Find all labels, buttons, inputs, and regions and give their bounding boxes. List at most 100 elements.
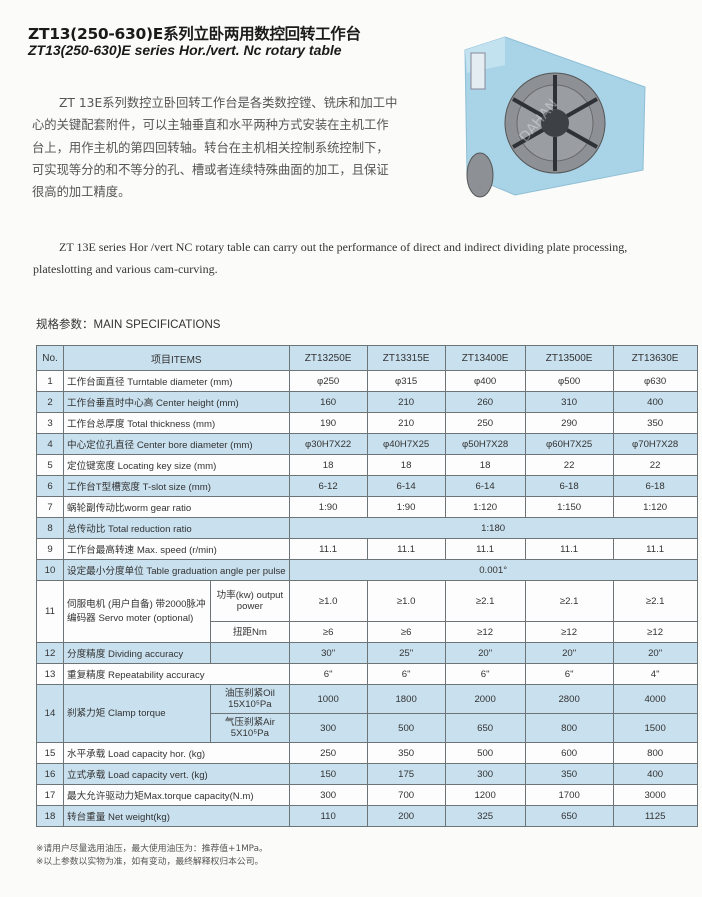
header-no: No.	[36, 345, 64, 371]
page-title-en: ZT13(250-630)E series Hor./vert. Nc rota…	[28, 42, 342, 58]
row-value: 18	[444, 454, 526, 476]
row-value: 1125	[612, 805, 698, 827]
row-value: 4000	[612, 684, 698, 714]
table-row: 气压刹紧Air 5X10⁵Pa 300 500 650 800 1500	[37, 713, 698, 743]
row-value: 6-18	[524, 475, 614, 497]
row-value: 3000	[612, 784, 698, 806]
row-sub-label: 扭距Nm	[210, 621, 290, 643]
row-number: 15	[36, 742, 64, 764]
table-row: 15 水平承载 Load capacity hor. (kg) 250 350 500 6…	[36, 742, 698, 764]
header-items: 项目ITEMS	[63, 345, 290, 371]
row-value: 210	[366, 412, 446, 434]
row-value: 6"	[444, 663, 526, 685]
row-value: 6"	[366, 663, 446, 685]
row-label: 定位键宽度 Locating key size (mm)	[63, 454, 290, 476]
row-value: 800	[612, 742, 698, 764]
row-value: 11.1	[366, 538, 446, 560]
row-number: 14	[36, 684, 64, 743]
header-model: ZT13630E	[612, 345, 698, 371]
row-label: 刹紧力矩 Clamp torque	[62, 684, 212, 743]
page-title-cn: ZT13(250-630)E系列立卧两用数控回转工作台	[28, 25, 361, 43]
row-number: 2	[36, 391, 64, 413]
row-value: φ500	[524, 370, 614, 392]
row-number: 12	[36, 642, 64, 664]
row-number: 3	[36, 412, 64, 434]
row-sub-label: 气压刹紧Air 5X10⁵Pa	[210, 713, 290, 743]
row-label: 水平承载 Load capacity hor. (kg)	[63, 742, 290, 764]
table-row: 3 工作台总厚度 Total thickness (mm) 190 210 250 290…	[36, 412, 698, 434]
row-value: 350	[366, 742, 446, 764]
row-value: 175	[366, 763, 446, 785]
row-value: ≥12	[524, 621, 614, 643]
row-label: 工作台垂直时中心高 Center height (mm)	[63, 391, 290, 413]
row-label: 伺服电机 (用户自备) 带2000脉冲编码器 Servo moter (opti…	[62, 580, 212, 643]
row-value: 160	[288, 391, 368, 413]
row-value: 20"	[612, 642, 698, 664]
row-value: 260	[444, 391, 526, 413]
row-value: 2800	[524, 684, 614, 714]
row-label: 转台重量 Net weight(kg)	[63, 805, 290, 827]
row-value: 1000	[288, 684, 368, 714]
row-value: φ40H7X25	[366, 433, 446, 455]
row-sub-label	[210, 642, 290, 664]
row-value: 11.1	[524, 538, 614, 560]
row-value: φ400	[444, 370, 526, 392]
row-value: 300	[288, 784, 368, 806]
row-value: 6"	[524, 663, 614, 685]
row-value: 1:90	[366, 496, 446, 518]
table-row: 6 工作台T型槽宽度 T-slot size (mm) 6-12 6-14 6-14 6-…	[36, 475, 698, 497]
row-value: 250	[444, 412, 526, 434]
row-value: 1200	[444, 784, 526, 806]
row-value: 1:90	[288, 496, 368, 518]
specs-heading: 规格参数：MAIN SPECIFICATIONS	[36, 319, 221, 331]
row-label: 总传动比 Total reduction ratio	[63, 517, 290, 539]
row-value: ≥2.1	[524, 580, 614, 622]
row-value: φ30H7X22	[288, 433, 368, 455]
row-value: 20"	[524, 642, 614, 664]
row-value-merged: 0.001°	[288, 559, 698, 581]
row-value: 300	[444, 763, 526, 785]
row-value: ≥2.1	[612, 580, 698, 622]
row-value: 1:120	[612, 496, 698, 518]
row-value-merged: 1:180	[288, 517, 698, 539]
table-row: 14 刹紧力矩 Clamp torque 油压刹紧Oil 15X10⁵Pa 1000 1…	[36, 684, 698, 743]
row-sub-label: 油压刹紧Oil 15X10⁵Pa	[210, 684, 290, 714]
row-number: 18	[36, 805, 64, 827]
row-value: 700	[366, 784, 446, 806]
row-value: 310	[524, 391, 614, 413]
row-value: 1500	[612, 713, 698, 743]
row-label: 重复精度 Repeatability accuracy	[63, 663, 290, 685]
row-value: ≥6	[288, 621, 368, 643]
row-label: 工作台最高转速 Max. speed (r/min)	[63, 538, 290, 560]
row-number: 6	[36, 475, 64, 497]
table-row: 12 分度精度 Dividing accuracy 30" 25" 20" 20" 20"	[36, 642, 698, 664]
row-value: φ315	[366, 370, 446, 392]
row-value: 200	[366, 805, 446, 827]
row-value: 350	[612, 412, 698, 434]
row-value: 1:120	[444, 496, 526, 518]
row-value: φ60H7X25	[524, 433, 614, 455]
row-label: 分度精度 Dividing accuracy	[62, 642, 212, 664]
row-number: 17	[36, 784, 64, 806]
footnote: ※请用户尽量选用油压，最大使用油压为：推荐值+1MPa。	[36, 844, 268, 854]
row-value: 30"	[288, 642, 368, 664]
row-number: 13	[36, 663, 64, 685]
table-row: 7 蜗轮副传动比worm gear ratio 1:90 1:90 1:120 1:150…	[36, 496, 698, 518]
row-value: 400	[612, 763, 698, 785]
table-row: 17 最大允许驱动力矩Max.torque capacity(N.m) 300 700…	[36, 784, 698, 806]
row-value: ≥1.0	[288, 580, 368, 622]
row-value: 110	[288, 805, 368, 827]
row-label: 工作台T型槽宽度 T-slot size (mm)	[63, 475, 290, 497]
row-number: 16	[36, 763, 64, 785]
table-row: 1 工作台面直径 Turntable diameter (mm) φ250 φ315 φ…	[36, 370, 698, 392]
row-value: 2000	[444, 684, 526, 714]
row-value: φ70H7X28	[612, 433, 698, 455]
row-label: 蜗轮副传动比worm gear ratio	[63, 496, 290, 518]
row-label: 立式承载 Load capacity vert. (kg)	[63, 763, 290, 785]
row-value: 1:150	[524, 496, 614, 518]
row-value: ≥2.1	[444, 580, 526, 622]
table-row: 扭距Nm ≥6 ≥6 ≥12 ≥12 ≥12	[37, 621, 698, 643]
row-value: 210	[366, 391, 446, 413]
row-value: 20"	[444, 642, 526, 664]
intro-paragraph-en: ZT 13E series Hor /vert NC rotary table …	[33, 240, 628, 276]
